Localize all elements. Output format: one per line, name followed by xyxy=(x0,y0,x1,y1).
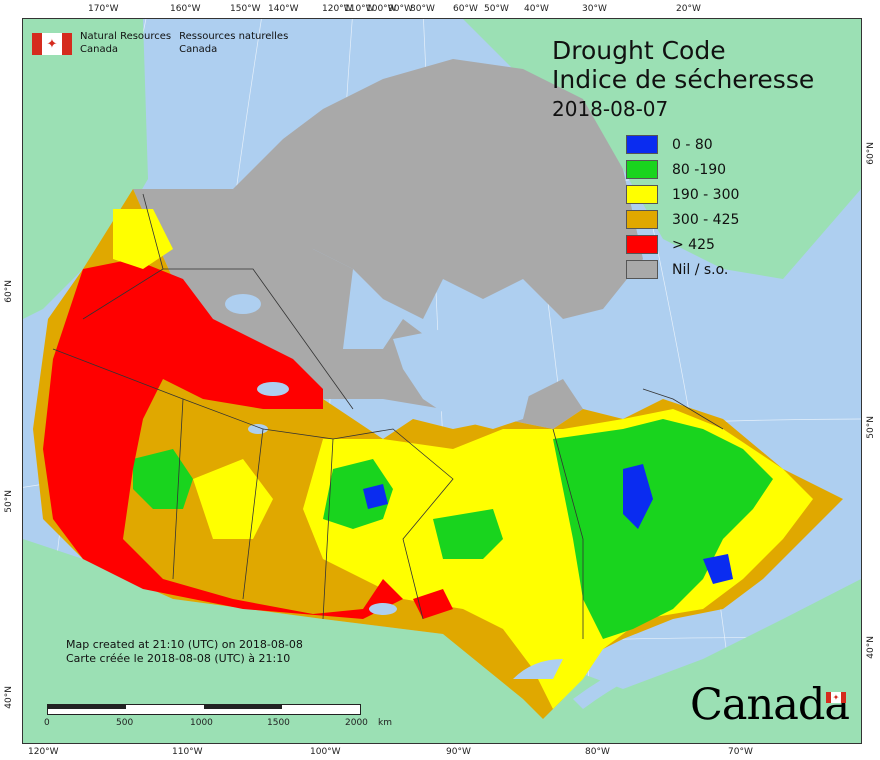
longitude-tick: 80°W xyxy=(410,4,435,14)
drought-code-map xyxy=(23,19,861,743)
legend-swatch xyxy=(626,210,658,229)
longitude-tick: 90°W xyxy=(446,747,471,757)
scale-label: 1000 xyxy=(190,718,213,728)
region-80-190 xyxy=(553,419,773,639)
canada-wordmark: Canada xyxy=(690,680,850,730)
latitude-tick: 40°N xyxy=(4,686,14,709)
longitude-tick: 20°W xyxy=(676,4,701,14)
map-date: 2018-08-07 xyxy=(552,97,669,121)
scale-label: 0 xyxy=(44,718,50,728)
region-0-80 xyxy=(623,464,653,529)
nunavut-mainland xyxy=(133,189,583,429)
map-frame xyxy=(22,18,862,744)
legend-swatch xyxy=(626,260,658,279)
legend: 0 - 80 80 -190 190 - 300 300 - 425 > 425… xyxy=(626,132,739,282)
region-80-190 xyxy=(323,459,393,529)
credit-fr: Carte créée le 2018-08-08 (UTC) à 21:10 xyxy=(66,652,291,665)
longitude-tick: 40°W xyxy=(524,4,549,14)
legend-label: 0 - 80 xyxy=(672,136,713,153)
legend-swatch xyxy=(626,185,658,204)
legend-item: 300 - 425 xyxy=(626,207,739,232)
longitude-tick: 140°W xyxy=(268,4,299,14)
wordmark-flag-icon: ✦ xyxy=(826,692,846,703)
legend-item: > 425 xyxy=(626,232,739,257)
credit-en: Map created at 21:10 (UTC) on 2018-08-08 xyxy=(66,638,303,651)
legend-label: 80 -190 xyxy=(672,161,727,178)
longitude-tick: 90°W xyxy=(388,4,413,14)
greenland-land xyxy=(463,19,861,279)
organization-signature: ✦ Natural Resources Canada Ressources na… xyxy=(32,30,288,56)
latitude-tick: 60°N xyxy=(866,142,876,165)
legend-swatch xyxy=(626,160,658,179)
scale-unit: km xyxy=(378,718,392,728)
title-en: Drought Code xyxy=(552,36,726,65)
arctic-islands xyxy=(233,59,643,319)
org-name-en-line2: Canada xyxy=(80,44,119,55)
legend-item: 190 - 300 xyxy=(626,182,739,207)
longitude-tick: 110°W xyxy=(344,4,375,14)
title-fr: Indice de sécheresse xyxy=(552,65,815,94)
longitude-tick: 170°W xyxy=(88,4,119,14)
region-80-190 xyxy=(433,509,503,559)
usa-land xyxy=(23,539,861,743)
hudson-bay xyxy=(393,329,533,429)
scale-label: 500 xyxy=(116,718,134,728)
longitude-tick: 160°W xyxy=(170,4,201,14)
legend-item: 0 - 80 xyxy=(626,132,739,157)
longitude-tick: 150°W xyxy=(230,4,261,14)
latitude-tick: 40°N xyxy=(866,636,876,659)
longitude-tick: 30°W xyxy=(582,4,607,14)
longitude-tick: 70°W xyxy=(728,747,753,757)
legend-item: Nil / s.o. xyxy=(626,257,739,282)
latitude-tick: 50°N xyxy=(4,490,14,513)
longitude-tick: 120°W xyxy=(322,4,353,14)
map-credit: Map created at 21:10 (UTC) on 2018-08-08… xyxy=(66,638,303,666)
legend-label: 300 - 425 xyxy=(672,211,740,228)
longitude-tick: 110°W xyxy=(172,747,203,757)
region-0-80 xyxy=(703,554,733,584)
region-190-300 xyxy=(193,459,273,539)
scale-bar xyxy=(47,704,361,715)
legend-swatch xyxy=(626,135,658,154)
provincial-boundaries xyxy=(52,193,724,639)
legend-swatch xyxy=(626,235,658,254)
scale-label: 2000 xyxy=(345,718,368,728)
alaska-land xyxy=(23,19,148,319)
org-name-en-line1: Natural Resources xyxy=(80,31,172,42)
longitude-tick: 60°W xyxy=(453,4,478,14)
latitude-tick: 60°N xyxy=(4,280,14,303)
region-0-80 xyxy=(363,484,388,509)
lakes xyxy=(225,294,673,709)
longitude-tick: 100°W xyxy=(310,747,341,757)
longitude-tick: 120°W xyxy=(28,747,59,757)
legend-label: Nil / s.o. xyxy=(672,261,729,278)
map-title: Drought Code Indice de sécheresse 2018-0… xyxy=(552,36,814,122)
canada-flag-icon: ✦ xyxy=(32,33,72,55)
longitude-tick: 100°W xyxy=(366,4,397,14)
legend-label: > 425 xyxy=(672,236,715,253)
legend-item: 80 -190 xyxy=(626,157,739,182)
legend-label: 190 - 300 xyxy=(672,186,740,203)
scale-label: 1500 xyxy=(267,718,290,728)
latitude-tick: 50°N xyxy=(866,416,876,439)
longitude-tick: 50°W xyxy=(484,4,509,14)
org-name-fr-line2: Canada xyxy=(179,44,218,55)
region-over-425 xyxy=(43,259,403,619)
region-over-425 xyxy=(413,589,453,619)
org-name-fr-line1: Ressources naturelles xyxy=(179,31,289,42)
longitude-tick: 80°W xyxy=(585,747,610,757)
region-190-300 xyxy=(113,209,173,269)
